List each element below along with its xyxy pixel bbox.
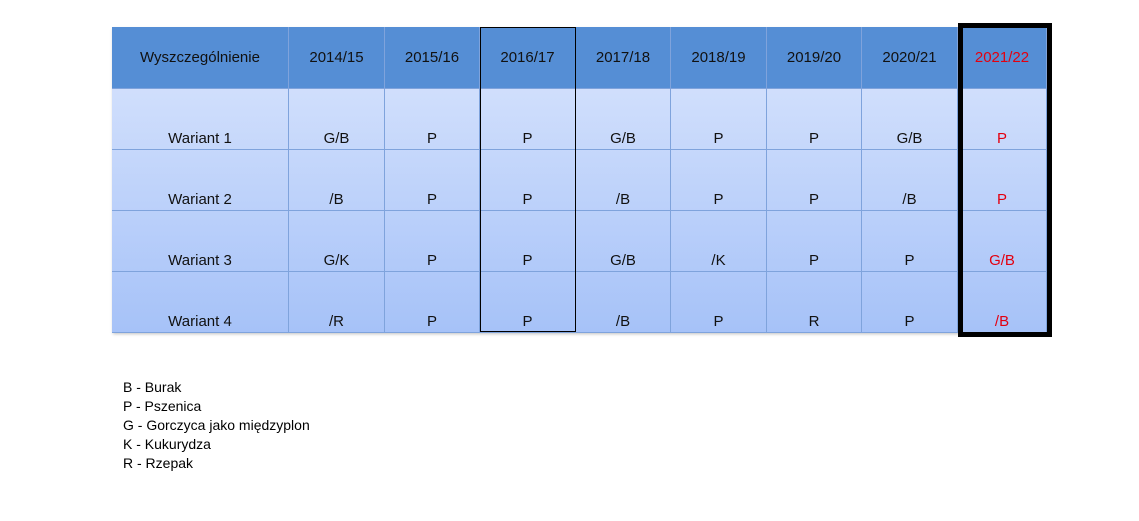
table-cell: P [385,150,480,211]
table-cell: P [958,89,1047,150]
header-cell: 2014/15 [289,27,385,89]
table-cell: /B [576,272,671,333]
legend-item: P - Pszenica [123,398,202,414]
table-cell: G/B [576,211,671,272]
header-cell: 2021/22 [958,27,1047,89]
table-cell: P [767,211,862,272]
legend-item: G - Gorczyca jako międzyplon [123,417,310,433]
table-cell: Wariant 4 [112,272,289,333]
table-cell: P [767,89,862,150]
header-cell: Wyszczególnienie [112,27,289,89]
table-cell: Wariant 1 [112,89,289,150]
table-cell: /B [576,150,671,211]
table-cell: G/K [289,211,385,272]
table-cell: /R [289,272,385,333]
table-cell: P [862,272,958,333]
legend-item: B - Burak [123,379,182,395]
table-header [112,27,1047,89]
table-cell: P [767,150,862,211]
table-cell: P [958,150,1047,211]
table-cell: G/B [576,89,671,150]
table-cell: P [385,272,480,333]
table-cell: P [671,272,767,333]
header-cell: 2017/18 [576,27,671,89]
table-cell: G/B [958,211,1047,272]
legend-item: R - Rzepak [123,455,194,471]
legend: B - Burak P - Pszenica G - Gorczyca jako m… [123,378,310,473]
header-cell: 2018/19 [671,27,767,89]
table-cell: /B [862,150,958,211]
header-cell: 2015/16 [385,27,480,89]
legend-item: K - Kukurydza [123,436,211,452]
table-cell: G/B [289,89,385,150]
header-cell: 2020/21 [862,27,958,89]
table-cell: Wariant 2 [112,150,289,211]
table-cell: R [767,272,862,333]
table-cell: Wariant 3 [112,211,289,272]
table-cell: G/B [862,89,958,150]
table-cell: P [862,211,958,272]
table-cell: P [671,150,767,211]
column-highlight [958,23,1052,337]
table-cell: P [385,211,480,272]
header-cell: 2019/20 [767,27,862,89]
table-cell: /K [671,211,767,272]
table-cell: /B [289,150,385,211]
column-outline [480,27,576,332]
table-cell: P [671,89,767,150]
table: Wyszczególnienie 2014/15 2015/16 2016/17 201… [112,27,1047,333]
table-cell: P [385,89,480,150]
